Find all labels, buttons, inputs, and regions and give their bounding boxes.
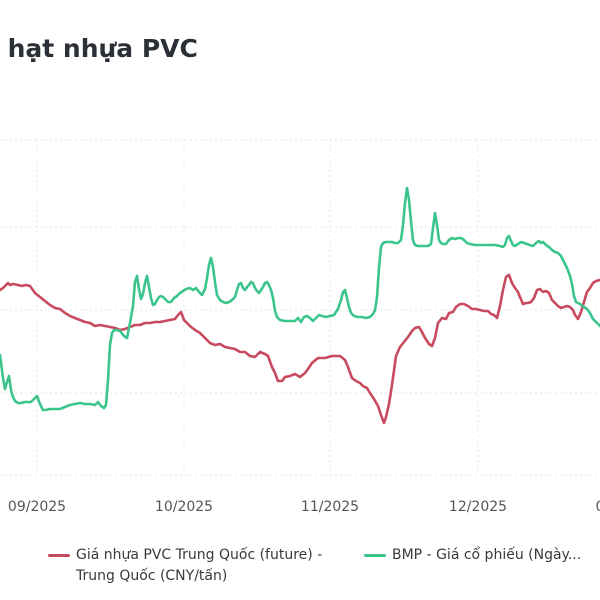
series-line-pvc-price[interactable] <box>0 273 600 425</box>
x-tick-label: 0 <box>596 499 600 515</box>
x-tick-label: 11/2025 <box>301 499 359 515</box>
series-layer <box>0 186 600 425</box>
legend-swatch-bmp-price <box>364 554 386 557</box>
legend-label-pvc-line2: Trung Quốc (CNY/tấn) <box>76 568 228 584</box>
grid <box>0 139 600 476</box>
series-line-bmp-price[interactable] <box>0 186 600 412</box>
x-axis: 09/2025 10/2025 11/2025 12/2025 0 <box>8 499 600 515</box>
x-tick-label: 10/2025 <box>155 499 213 515</box>
x-tick-label: 12/2025 <box>449 499 507 515</box>
legend-label-pvc-line1: Giá nhựa PVC Trung Quốc (future) - <box>76 547 323 563</box>
x-tick-label: 09/2025 <box>8 499 66 515</box>
chart-title: á hạt nhựa PVC <box>0 34 198 63</box>
legend-label-bmp: BMP - Giá cổ phiếu (Ngày... <box>392 547 582 563</box>
legend: Giá nhựa PVC Trung Quốc (future) - Trung… <box>0 545 600 595</box>
legend-swatch-pvc-price <box>48 554 70 557</box>
